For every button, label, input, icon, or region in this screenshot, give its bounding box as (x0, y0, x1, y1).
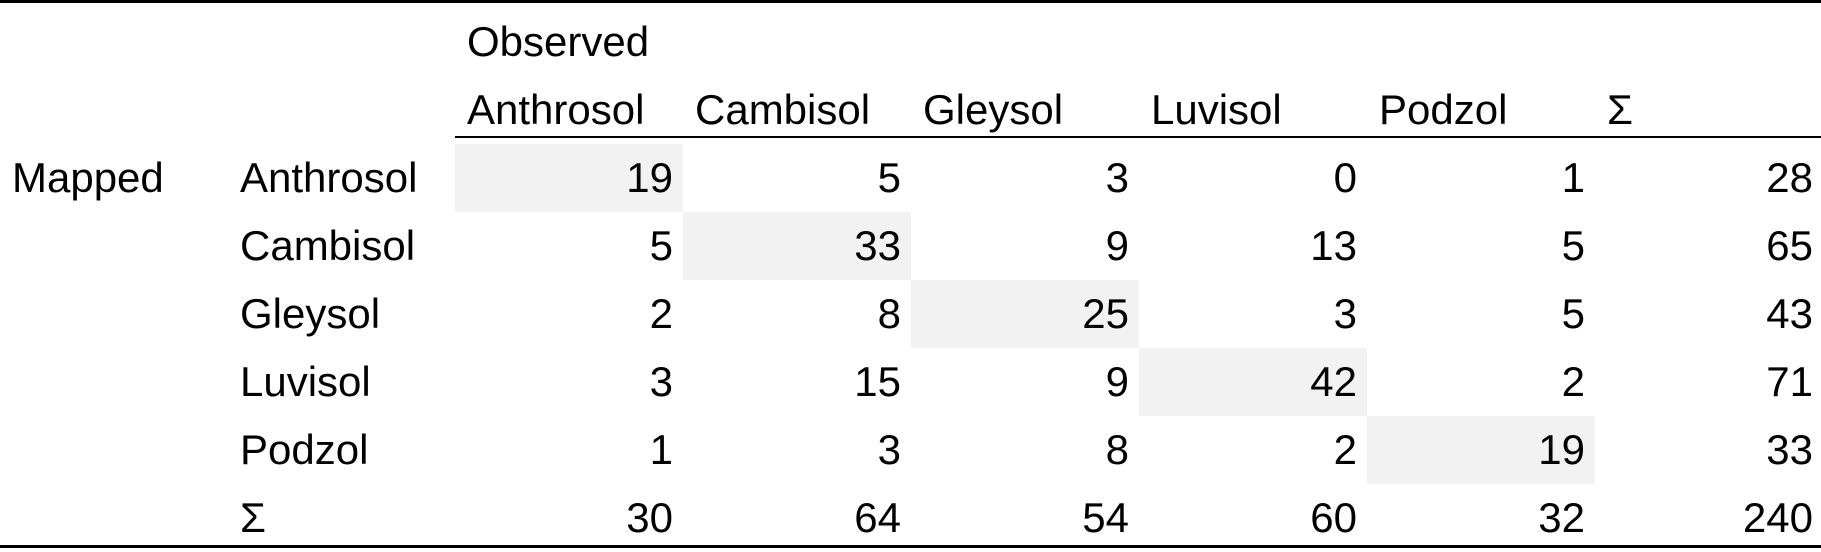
table-cell: 3 (649, 358, 673, 405)
table-cell: 3 (1333, 290, 1357, 337)
table-cell: 60 (1310, 494, 1357, 541)
table-cell: 9 (1105, 222, 1129, 269)
table-cell: 8 (1105, 426, 1129, 473)
table-cell: 2 (1333, 426, 1357, 473)
table-cell: 5 (649, 222, 673, 269)
diagonal-cell: 42 (1139, 348, 1367, 416)
table-cell: 15 (854, 358, 901, 405)
table-cell: 1 (1561, 154, 1585, 201)
diagonal-cell: 33 (683, 212, 911, 280)
row-label: Podzol (240, 426, 369, 473)
row-label: Anthrosol (240, 154, 418, 201)
table-cell: 3 (877, 426, 901, 473)
table-cell: 2 (649, 290, 673, 337)
row-label: Σ (240, 494, 266, 541)
diagonal-cell: 25 (911, 280, 1139, 348)
table-cell: 65 (1766, 222, 1813, 269)
table-cell: 64 (854, 494, 901, 541)
column-header: Gleysol (923, 86, 1064, 133)
table-cell: 33 (1766, 426, 1813, 473)
table-cell: 43 (1766, 290, 1813, 337)
table-cell: 71 (1766, 358, 1813, 405)
table-cell: 30 (626, 494, 673, 541)
table-cell: 9 (1105, 358, 1129, 405)
table-cell: 3 (1105, 154, 1129, 201)
table-cell: 2 (1561, 358, 1585, 405)
table-cell: 0 (1333, 154, 1357, 201)
table-cell: 13 (1310, 222, 1357, 269)
column-header: Luvisol (1151, 86, 1282, 133)
table-cell: 5 (877, 154, 901, 201)
table-cell: 32 (1538, 494, 1585, 541)
column-header: Cambisol (695, 86, 871, 133)
table-cell: 1 (649, 426, 673, 473)
row-label: Luvisol (240, 358, 371, 405)
diagonal-cell: 19 (455, 144, 683, 212)
mapped-header: Mapped (12, 154, 164, 201)
row-label: Cambisol (240, 222, 416, 269)
diagonal-cell: 19 (1367, 416, 1595, 484)
observed-header: Observed (467, 18, 650, 65)
table-cell: 240 (1742, 494, 1813, 541)
column-header: Podzol (1379, 86, 1508, 133)
table-cell: 8 (877, 290, 901, 337)
column-header: Σ (1607, 86, 1633, 133)
table-cell: 54 (1082, 494, 1129, 541)
table-cell: 28 (1766, 154, 1813, 201)
column-header: Anthrosol (467, 86, 645, 133)
table-top-rule (0, 0, 1821, 3)
row-label: Gleysol (240, 290, 381, 337)
table-bottom-rule (0, 545, 1821, 548)
table-cell: 5 (1561, 222, 1585, 269)
header-rule (455, 136, 1821, 138)
table-cell: 5 (1561, 290, 1585, 337)
